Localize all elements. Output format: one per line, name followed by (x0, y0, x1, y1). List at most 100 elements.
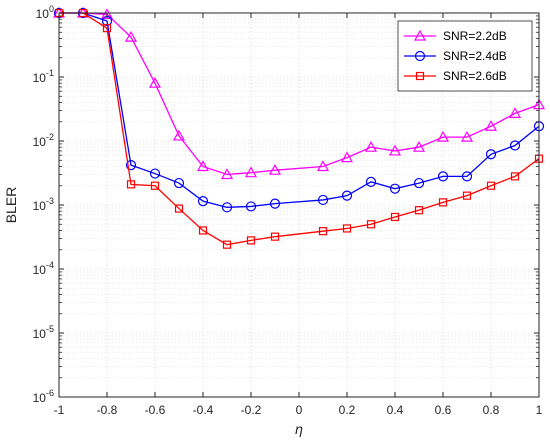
data-point (508, 107, 522, 118)
y-tick-exponent: -6 (46, 388, 54, 398)
x-axis-label: η (295, 421, 303, 437)
data-point (196, 160, 210, 172)
data-point (246, 236, 256, 245)
y-tick-exponent: -1 (46, 68, 54, 78)
y-tick-label: 10-5 (33, 324, 54, 341)
x-tick-label: -1 (54, 403, 65, 417)
data-point (148, 76, 162, 88)
y-tick-label: 10-4 (33, 260, 54, 277)
data-point (414, 206, 424, 215)
data-point (197, 196, 209, 207)
data-point (510, 172, 520, 181)
data-point (342, 224, 352, 233)
y-tick-base: 10 (36, 7, 50, 21)
x-tick-label: -0.2 (241, 403, 262, 417)
data-point (269, 198, 281, 209)
series-layer (52, 6, 546, 249)
x-tick-label: 1 (536, 403, 543, 417)
x-tick-label: -0.6 (145, 403, 166, 417)
data-point (102, 24, 112, 33)
legend-entry: SNR=2.2dB (404, 29, 507, 43)
data-point (198, 226, 208, 235)
y-tick-label: 10-2 (33, 132, 54, 149)
legend-marker (413, 29, 427, 41)
y-tick-exponent: -3 (46, 196, 54, 206)
y-tick-label: 100 (36, 4, 54, 21)
y-tick-label: 10-1 (33, 68, 54, 85)
y-tick-label: 10-6 (33, 388, 54, 405)
data-point (437, 171, 449, 182)
data-point (172, 129, 186, 141)
data-point (126, 180, 136, 189)
data-point (486, 181, 496, 190)
x-tick-label: 0 (296, 403, 303, 417)
data-point (509, 140, 521, 151)
data-point (174, 204, 184, 213)
data-point (461, 171, 473, 182)
data-point (413, 177, 425, 189)
y-tick-base: 10 (33, 391, 47, 405)
data-point (244, 166, 258, 178)
legend-entry: SNR=2.6dB (404, 69, 507, 83)
minor-grid (59, 15, 539, 379)
data-point (150, 181, 160, 190)
y-tick-base: 10 (33, 135, 47, 149)
data-point (340, 151, 354, 163)
data-point (222, 240, 232, 249)
data-point (245, 201, 257, 212)
data-point (365, 176, 377, 187)
data-point (221, 202, 233, 213)
data-point (460, 130, 474, 142)
data-point (341, 190, 353, 201)
data-point (366, 220, 376, 229)
data-point (149, 168, 161, 179)
data-point (438, 198, 448, 207)
legend-label: SNR=2.4dB (443, 49, 507, 63)
series-line (59, 12, 540, 176)
legend-label: SNR=2.6dB (443, 69, 507, 83)
data-point (317, 194, 329, 206)
data-point (124, 30, 138, 42)
data-point (389, 183, 401, 194)
data-point (220, 168, 234, 180)
data-point (364, 140, 378, 152)
data-point (462, 191, 472, 200)
data-point (484, 120, 498, 131)
legend-entry: SNR=2.4dB (404, 49, 507, 63)
data-point (125, 160, 137, 171)
data-point (412, 140, 426, 152)
x-tick-label: 0.6 (435, 403, 452, 417)
series-circle (53, 7, 545, 213)
legend-label: SNR=2.2dB (443, 29, 507, 43)
x-tick-label: 0.4 (387, 403, 404, 417)
data-point (436, 130, 450, 142)
y-axis-label: BLER (3, 187, 19, 224)
data-point (390, 212, 400, 222)
x-tick-label: 0.8 (483, 403, 500, 417)
data-point (485, 149, 497, 160)
series-triangle (52, 6, 546, 180)
data-point (100, 8, 114, 20)
legend-marker (414, 50, 426, 62)
y-tick-base: 10 (33, 71, 47, 85)
x-tick-label: -0.8 (97, 403, 118, 417)
data-point (318, 227, 328, 236)
y-tick-exponent: -4 (46, 260, 54, 270)
x-tick-label: -0.4 (193, 403, 214, 417)
series-square (54, 8, 544, 249)
data-point (388, 144, 402, 156)
y-tick-exponent: -2 (46, 132, 54, 142)
x-tick-label: 0.2 (339, 403, 356, 417)
y-tick-base: 10 (33, 263, 47, 277)
x-axis-ticks: -1 -0.8 -0.6 -0.4 -0.2 0 0.2 0.4 0.6 0.8 1 (54, 13, 543, 417)
y-tick-exponent: 0 (49, 4, 54, 14)
y-tick-base: 10 (33, 327, 47, 341)
legend: SNR=2.2dB SNR=2.4dB SNR=2.6dB (397, 20, 533, 92)
data-point (316, 160, 330, 172)
legend-marker (415, 71, 425, 81)
y-tick-base: 10 (33, 199, 47, 213)
data-point (270, 232, 280, 241)
y-tick-label: 10-3 (33, 196, 54, 213)
